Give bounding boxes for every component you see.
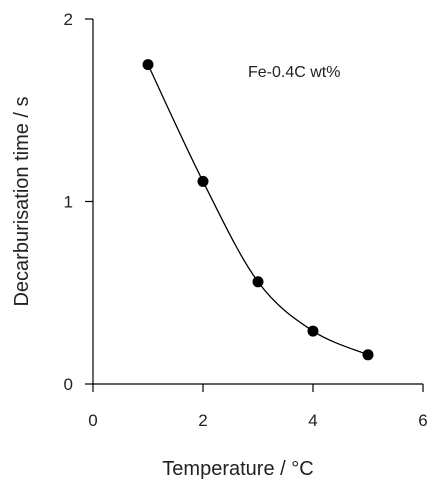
- data-point: [197, 175, 209, 187]
- data-point: [142, 59, 154, 71]
- ticks: 0 1 2 0 2 4 6: [64, 10, 428, 430]
- y-tick-label: 2: [64, 10, 73, 29]
- x-tick-label: 4: [308, 411, 317, 430]
- x-tick-label: 6: [418, 411, 427, 430]
- data-point: [252, 276, 264, 288]
- y-axis-label: Decarburisation time / s: [11, 96, 33, 306]
- chart-annotation: Fe-0.4C wt%: [248, 64, 340, 81]
- x-tick-label: 0: [88, 411, 97, 430]
- y-tick-label: 0: [64, 375, 73, 394]
- x-tick-label: 2: [198, 411, 207, 430]
- y-tick-label: 1: [64, 193, 73, 212]
- data-point: [307, 325, 319, 337]
- series-line: [147, 64, 369, 356]
- data-point: [362, 349, 374, 361]
- series: [142, 59, 374, 361]
- x-axis-label: Temperature / °C: [162, 458, 313, 480]
